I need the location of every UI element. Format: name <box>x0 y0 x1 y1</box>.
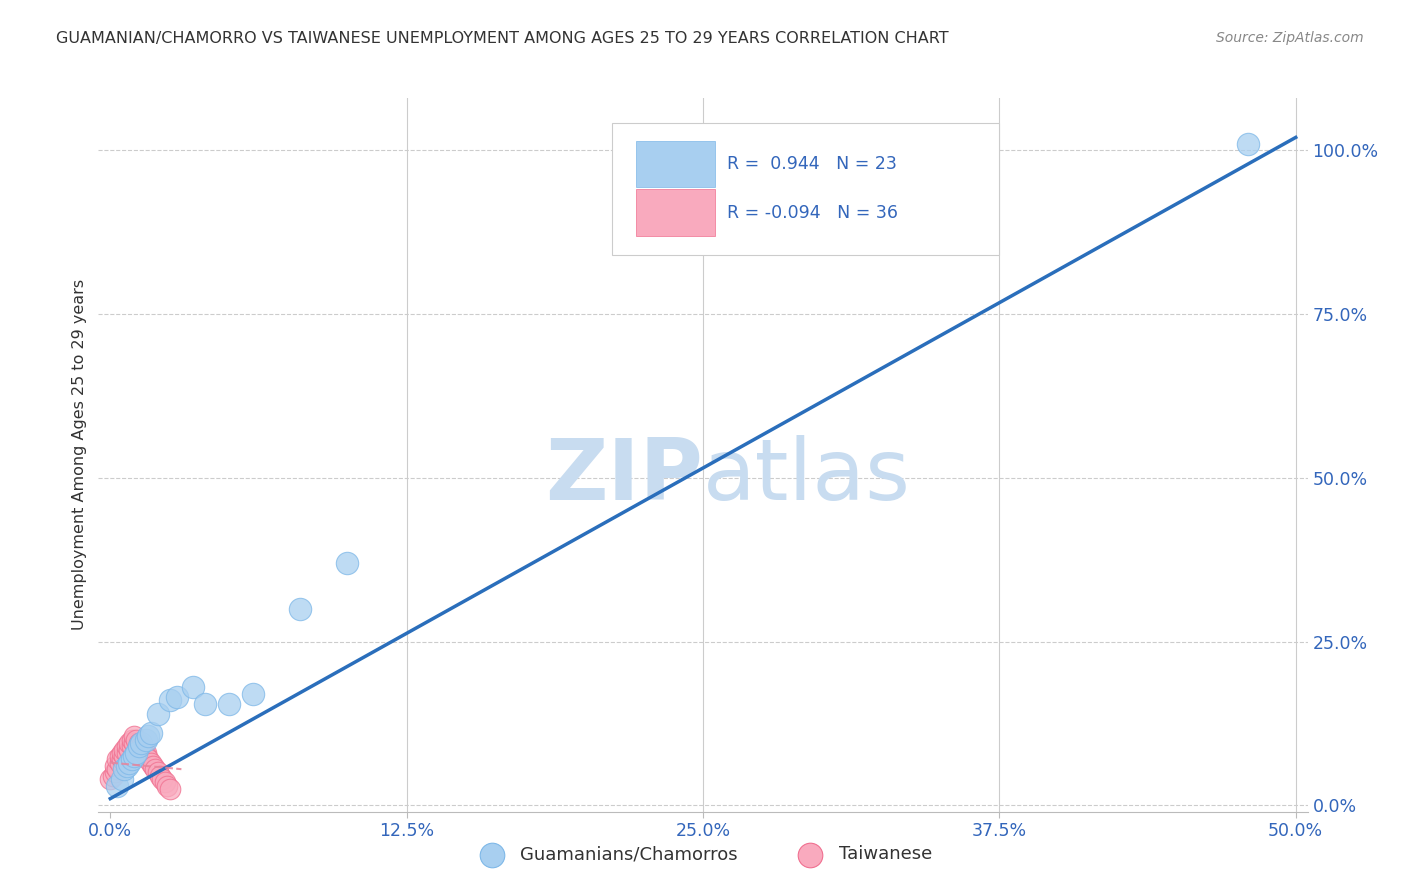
Point <box>136 730 159 744</box>
Point <box>121 739 143 754</box>
Point <box>115 759 138 773</box>
Text: Source: ZipAtlas.com: Source: ZipAtlas.com <box>1216 31 1364 45</box>
Point <box>108 749 131 764</box>
Text: R =  0.944   N = 23: R = 0.944 N = 23 <box>727 155 897 173</box>
Point <box>128 736 150 750</box>
Point <box>136 752 159 766</box>
FancyBboxPatch shape <box>637 141 716 187</box>
Point <box>242 687 264 701</box>
Point <box>132 742 155 756</box>
Y-axis label: Unemployment Among Ages 25 to 29 years: Unemployment Among Ages 25 to 29 years <box>72 279 87 631</box>
Point <box>142 759 165 773</box>
Point <box>181 681 204 695</box>
Point <box>159 693 181 707</box>
Point <box>128 739 150 754</box>
Point <box>121 752 143 766</box>
Point <box>105 779 128 793</box>
Point <box>122 749 145 764</box>
Point <box>288 601 311 615</box>
Point <box>111 772 134 786</box>
Point <box>122 730 145 744</box>
Point <box>336 556 359 570</box>
Text: ZIP: ZIP <box>546 434 703 518</box>
FancyBboxPatch shape <box>613 123 1000 255</box>
Text: atlas: atlas <box>703 434 911 518</box>
Text: R = -0.094   N = 36: R = -0.094 N = 36 <box>727 204 898 222</box>
Point <box>101 769 124 783</box>
Point <box>105 752 128 766</box>
Point <box>114 742 136 756</box>
Point <box>105 762 128 776</box>
Point <box>139 756 162 770</box>
Point <box>218 697 240 711</box>
Point <box>115 746 138 760</box>
Point <box>149 769 172 783</box>
Point <box>1237 136 1260 151</box>
Point <box>143 762 166 776</box>
Point <box>115 739 138 754</box>
Point <box>104 759 127 773</box>
Point <box>152 772 174 786</box>
Point <box>166 690 188 705</box>
Point <box>139 726 162 740</box>
Point <box>114 749 136 764</box>
Point <box>129 736 152 750</box>
Point <box>135 732 157 747</box>
Point <box>129 739 152 754</box>
Point <box>125 746 148 760</box>
Text: GUAMANIAN/CHAMORRO VS TAIWANESE UNEMPLOYMENT AMONG AGES 25 TO 29 YEARS CORRELATI: GUAMANIAN/CHAMORRO VS TAIWANESE UNEMPLOY… <box>56 31 949 46</box>
Point <box>121 732 143 747</box>
Point <box>156 779 179 793</box>
Point <box>108 756 131 770</box>
Point <box>122 736 145 750</box>
Point <box>159 781 181 796</box>
Point <box>146 765 169 780</box>
Point <box>111 746 134 760</box>
Point <box>135 749 157 764</box>
Point <box>146 706 169 721</box>
Point <box>153 775 176 789</box>
Point <box>118 736 141 750</box>
Point <box>194 697 217 711</box>
Point <box>114 762 136 776</box>
Point <box>104 765 127 780</box>
Point <box>125 732 148 747</box>
FancyBboxPatch shape <box>637 189 716 235</box>
Point <box>98 772 121 786</box>
Point <box>111 752 134 766</box>
Point <box>118 742 141 756</box>
Point <box>118 756 141 770</box>
Legend: Guamanians/Chamorros, Taiwanese: Guamanians/Chamorros, Taiwanese <box>467 838 939 871</box>
Point <box>135 746 157 760</box>
